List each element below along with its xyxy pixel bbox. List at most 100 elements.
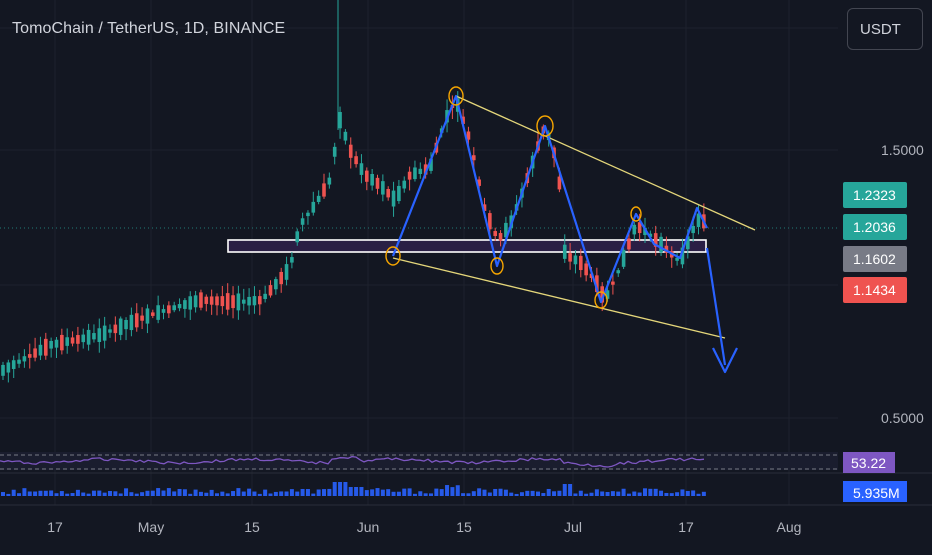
volume-bar (530, 490, 535, 496)
candle-body (696, 213, 701, 228)
pivot-marker (630, 206, 642, 222)
volume-bar (129, 492, 134, 496)
candle (632, 221, 637, 241)
volume-bar (108, 490, 112, 496)
candle (44, 332, 48, 360)
candle (86, 323, 91, 351)
candle-body (686, 236, 690, 250)
candle-body (616, 270, 621, 274)
volume-bar (616, 491, 621, 496)
volume-bar (632, 491, 637, 496)
candle-body (611, 281, 615, 285)
candle-body (477, 179, 481, 186)
volume-bar (552, 491, 557, 496)
candle (22, 349, 27, 368)
candle-body (584, 263, 588, 276)
pivot-marker (594, 291, 608, 309)
volume-bar (38, 490, 43, 496)
candle (11, 355, 16, 379)
candle-body (108, 329, 112, 333)
volume-bar (685, 490, 690, 496)
candle (316, 190, 321, 205)
volume-bar (247, 488, 252, 496)
candle (653, 225, 658, 256)
volume-bar (354, 487, 359, 496)
candle-body (263, 293, 267, 299)
volume-bar (375, 488, 380, 496)
candle (27, 343, 32, 369)
candle-body (423, 164, 428, 175)
volume-bar (343, 482, 348, 496)
candle-body (332, 146, 337, 157)
volume-bar (471, 491, 476, 496)
price-label-text: 1.2036 (853, 219, 896, 235)
candle-body (92, 333, 96, 340)
volume-bar (626, 493, 631, 496)
volume-bar (434, 488, 439, 496)
candle (429, 152, 433, 174)
candle (675, 252, 679, 266)
candle-body (145, 308, 150, 324)
volume-bar (134, 493, 139, 496)
candle-body (156, 305, 160, 320)
candle-body (193, 295, 198, 308)
candle (343, 129, 348, 145)
candle-body (81, 334, 86, 343)
x-axis-tick-label: 17 (47, 519, 63, 535)
rsi-value-text: 53.22 (851, 455, 886, 471)
candle (220, 285, 225, 315)
volume-bar (461, 493, 466, 496)
volume-bar (541, 493, 546, 496)
volume-bar (316, 489, 321, 496)
candle-body (600, 286, 604, 303)
currency-selector-button[interactable]: USDT (847, 8, 923, 50)
price-label-box (843, 277, 907, 303)
candle-body (54, 339, 59, 348)
candle (92, 324, 96, 343)
candle-body (605, 290, 610, 299)
volume-bar (664, 492, 669, 496)
candle-body (151, 312, 155, 316)
upper-trend-line (455, 95, 756, 231)
candle-body (648, 233, 653, 237)
chart-title: TomoChain / TetherUS, 1D, BINANCE (12, 20, 286, 37)
volume-bar (273, 491, 278, 496)
candle (140, 307, 144, 330)
candle-body (129, 314, 134, 331)
candle (17, 353, 21, 368)
volume-bar (621, 488, 626, 496)
candle (108, 324, 112, 338)
candle-body (359, 163, 364, 175)
volume-bar (396, 491, 401, 496)
x-axis-tick-label: Aug (777, 519, 802, 535)
volume-bar (412, 493, 417, 496)
candle (76, 326, 80, 352)
volume-bar (605, 491, 610, 496)
candle-body (1, 364, 5, 376)
candle (659, 232, 663, 256)
volume-bar (568, 484, 573, 496)
candle-body (215, 296, 219, 306)
candle-body (172, 305, 176, 311)
candle (60, 328, 64, 355)
candle (247, 288, 251, 315)
volume-bar (27, 491, 32, 496)
candle-body (498, 233, 503, 241)
candle (274, 276, 278, 295)
candle (231, 286, 235, 319)
volume-bar (514, 493, 519, 496)
volume-bar (386, 489, 391, 496)
volume-bar (429, 493, 433, 496)
candle (81, 328, 86, 349)
candle-body (391, 190, 396, 207)
candle-body (22, 356, 27, 362)
volume-bar (70, 493, 75, 496)
volume-bar (562, 484, 567, 496)
volume-bar (113, 491, 118, 496)
candle (263, 285, 267, 303)
candle (225, 283, 230, 316)
candle (370, 168, 374, 191)
volume-bar (1, 492, 5, 496)
